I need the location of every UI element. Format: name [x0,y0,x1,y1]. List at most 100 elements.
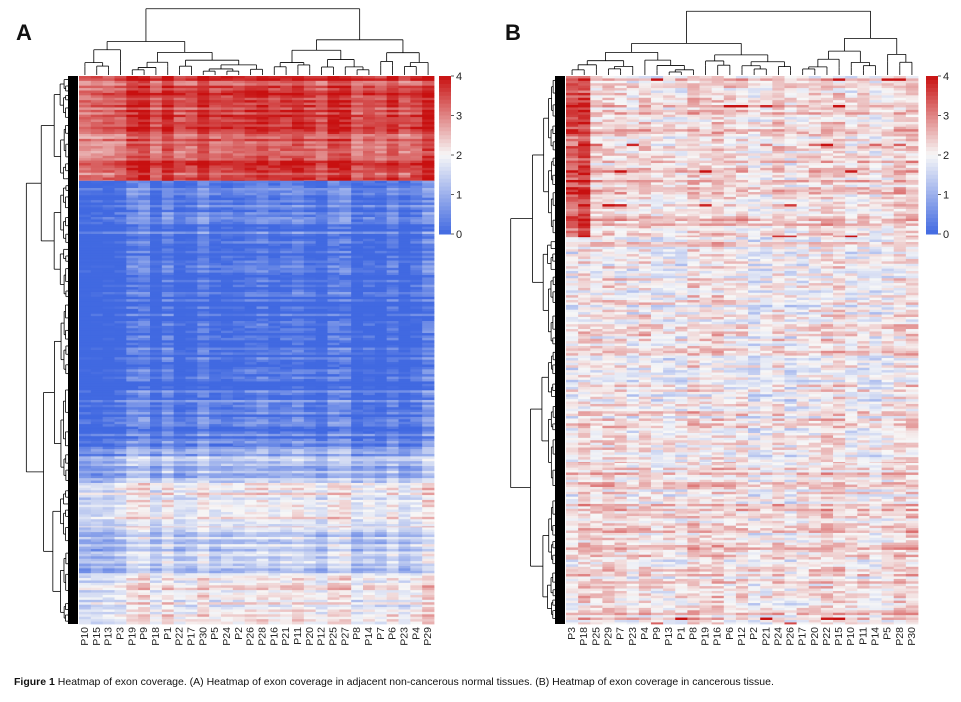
heatmap-cell [138,102,151,106]
heatmap-cell [315,217,328,220]
heatmap-cell [161,143,175,147]
heatmap-cell [374,428,388,432]
heatmap-cell [209,352,222,356]
heatmap-cell [232,369,246,373]
heatmap-cell [398,188,411,191]
heatmap-cell [280,386,293,390]
heatmap-cell [126,221,139,225]
heatmap-cell [303,345,317,348]
heatmap-cell [256,141,269,145]
heatmap-cell [221,364,234,368]
heatmap-cell [102,381,115,385]
heatmap-cell [410,404,423,408]
heatmap-cell [315,243,328,247]
heatmap-cell [161,359,175,363]
heatmap-cell [422,445,435,448]
heatmap-cell [339,272,352,276]
heatmap-cell [268,95,281,99]
heatmap-cell [221,337,234,341]
heatmap-cell [339,253,352,257]
heatmap-cell [185,399,198,403]
heatmap-cell [268,80,281,84]
heatmap-cell [221,461,234,465]
heatmap-cell [363,289,376,293]
heatmap-cell [374,195,388,199]
heatmap-cell [339,449,352,452]
heatmap-cell [268,76,281,79]
heatmap-cell [374,379,388,382]
heatmap-cell [256,366,269,370]
heatmap-cell [138,197,151,201]
heatmap-cell [209,226,222,230]
heatmap-cell [150,284,163,288]
heatmap-cell [232,260,246,264]
heatmap-cell [374,209,388,213]
heatmap-cell [339,258,352,261]
heatmap-cell [197,204,210,208]
heatmap-cell [386,388,399,391]
heatmap-cell [374,390,388,394]
heatmap-cell [363,172,376,176]
heatmap-cell [363,299,376,303]
heatmap-cell [161,443,175,447]
heatmap-cell [303,175,317,178]
heatmap-cell [221,371,234,375]
heatmap-cell [315,229,328,232]
heatmap-cell [244,85,257,89]
heatmap-cell [303,209,317,213]
heatmap-cell [232,100,246,103]
heatmap-cell [126,179,139,182]
heatmap-cell [315,426,328,430]
heatmap-cell [150,407,163,411]
heatmap-cell [374,383,388,387]
heatmap-cell [374,426,388,430]
heatmap-cell [90,262,104,266]
heatmap-cell [303,241,317,245]
heatmap-cell [327,414,340,418]
heatmap-cell [114,318,127,322]
heatmap-cell [292,279,305,283]
heatmap-cell [102,179,115,182]
heatmap-cell [292,207,305,211]
heatmap-cell [280,270,293,274]
heatmap-cell [114,224,127,228]
heatmap-cell [374,416,388,420]
heatmap-cell [209,158,222,162]
heatmap-cell [256,438,269,442]
heatmap-cell [315,291,328,295]
heatmap-cell [232,180,246,184]
heatmap-cell [315,386,328,390]
heatmap-cell [185,260,198,264]
heatmap-cell [303,374,317,377]
heatmap-cell [126,129,139,133]
heatmap-cell [244,301,257,305]
heatmap-cell [292,313,305,317]
heatmap-cell [339,287,352,290]
heatmap-cell [303,397,317,401]
heatmap-cell [386,136,399,140]
heatmap-cell [221,209,234,213]
heatmap-cell [102,397,115,401]
heatmap-cell [292,202,305,206]
heatmap-cell [410,419,423,423]
heatmap-cell [114,255,127,259]
heatmap-cell [221,291,234,295]
heatmap-cell [280,95,293,99]
heatmap-cell [256,362,269,365]
heatmap-cell [79,112,92,116]
heatmap-cell [138,270,151,274]
heatmap-cell [185,386,198,390]
heatmap-cell [126,183,139,186]
heatmap-cell [173,92,186,96]
heatmap-cell [315,158,328,162]
heatmap-cell [315,392,328,396]
heatmap-cell [161,126,175,130]
heatmap-cell [90,304,104,307]
heatmap-cell [268,284,281,288]
heatmap-cell [102,188,115,191]
heatmap-cell [185,134,198,137]
heatmap-cell [327,308,340,312]
heatmap-cell [150,265,163,269]
heatmap-cell [161,296,175,300]
heatmap-cell [410,80,423,84]
